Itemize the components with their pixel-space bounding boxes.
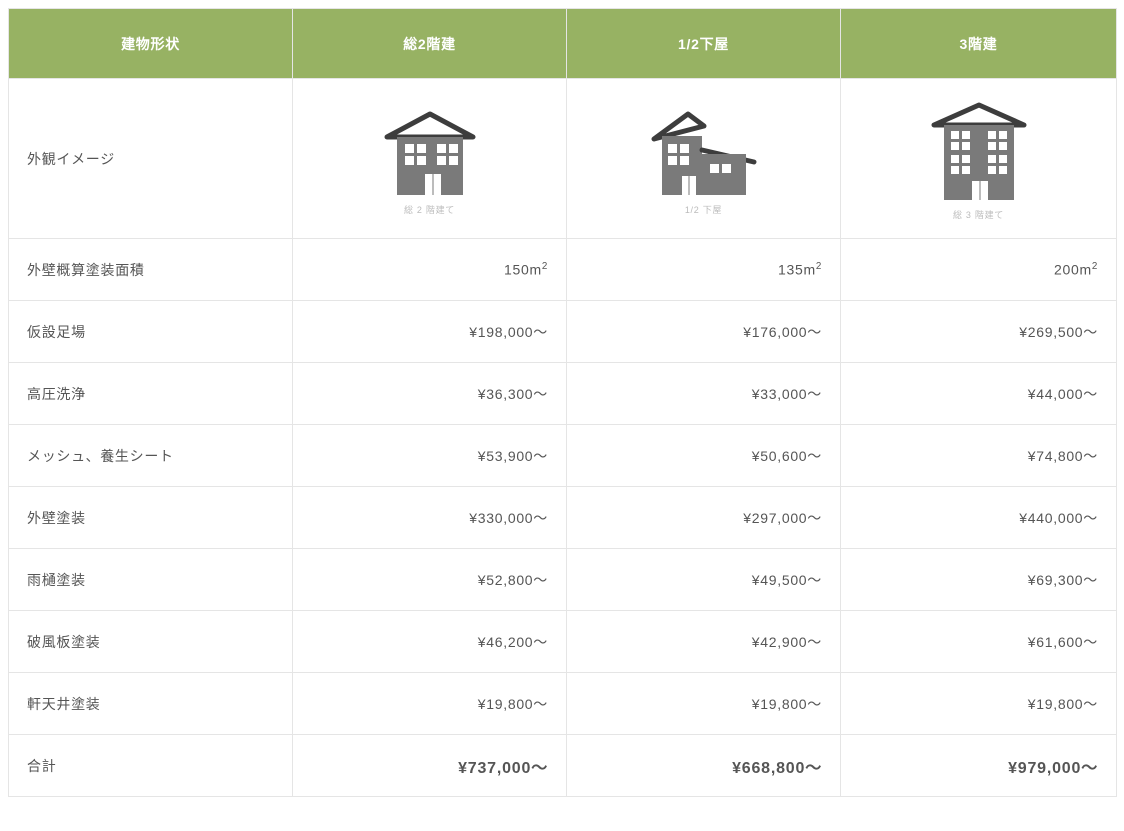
row-mesh: メッシュ、養生シート ¥53,900〜 ¥50,600〜 ¥74,800〜	[9, 425, 1117, 487]
cell-fascia-1: ¥46,200〜	[293, 611, 567, 673]
cell-wall-1: ¥330,000〜	[293, 487, 567, 549]
header-3story: 3階建	[841, 9, 1117, 79]
val-area-1: 150m	[504, 262, 542, 278]
cell-total-1: ¥737,000〜	[293, 735, 567, 797]
caption-half-lower: 1/2 下屋	[685, 203, 722, 216]
header-half-lower: 1/2下屋	[567, 9, 841, 79]
cell-mesh-2: ¥50,600〜	[567, 425, 841, 487]
cell-wash-1: ¥36,300〜	[293, 363, 567, 425]
sup2-icon: 2	[542, 261, 548, 272]
cell-area-1: 150m2	[293, 239, 567, 301]
cell-gutter-2: ¥49,500〜	[567, 549, 841, 611]
row-label-area: 外壁概算塗装面積	[9, 239, 293, 301]
cell-area-3: 200m2	[841, 239, 1117, 301]
row-label-mesh: メッシュ、養生シート	[9, 425, 293, 487]
sup2-icon: 2	[816, 261, 822, 272]
house-3story-icon	[924, 97, 1034, 202]
row-wall: 外壁塗装 ¥330,000〜 ¥297,000〜 ¥440,000〜	[9, 487, 1117, 549]
caption-2story: 総 2 階建て	[404, 203, 455, 216]
row-label-eaves: 軒天井塗装	[9, 673, 293, 735]
row-total: 合計 ¥737,000〜 ¥668,800〜 ¥979,000〜	[9, 735, 1117, 797]
cell-total-2: ¥668,800〜	[567, 735, 841, 797]
header-row: 建物形状 総2階建 1/2下屋 3階建	[9, 9, 1117, 79]
cell-image-3story: 総 3 階建て	[841, 79, 1117, 239]
row-wash: 高圧洗浄 ¥36,300〜 ¥33,000〜 ¥44,000〜	[9, 363, 1117, 425]
row-scaffold: 仮設足場 ¥198,000〜 ¥176,000〜 ¥269,500〜	[9, 301, 1117, 363]
cell-wall-3: ¥440,000〜	[841, 487, 1117, 549]
sup2-icon: 2	[1092, 261, 1098, 272]
cell-scaffold-1: ¥198,000〜	[293, 301, 567, 363]
row-label-fascia: 破風板塗装	[9, 611, 293, 673]
cell-eaves-1: ¥19,800〜	[293, 673, 567, 735]
cell-gutter-1: ¥52,800〜	[293, 549, 567, 611]
cell-gutter-3: ¥69,300〜	[841, 549, 1117, 611]
row-label-scaffold: 仮設足場	[9, 301, 293, 363]
caption-3story: 総 3 階建て	[953, 208, 1004, 221]
cell-wash-3: ¥44,000〜	[841, 363, 1117, 425]
header-building-shape: 建物形状	[9, 9, 293, 79]
cell-wall-2: ¥297,000〜	[567, 487, 841, 549]
image-row: 外観イメージ	[9, 79, 1117, 239]
row-area: 外壁概算塗装面積 150m2 135m2 200m2	[9, 239, 1117, 301]
cell-fascia-2: ¥42,900〜	[567, 611, 841, 673]
row-label-wall: 外壁塗装	[9, 487, 293, 549]
price-table: 建物形状 総2階建 1/2下屋 3階建 外観イメージ	[8, 8, 1117, 797]
cell-eaves-2: ¥19,800〜	[567, 673, 841, 735]
val-area-2: 135m	[778, 262, 816, 278]
cell-mesh-3: ¥74,800〜	[841, 425, 1117, 487]
row-label-total: 合計	[9, 735, 293, 797]
cell-eaves-3: ¥19,800〜	[841, 673, 1117, 735]
val-area-3: 200m	[1054, 262, 1092, 278]
row-label-image: 外観イメージ	[9, 79, 293, 239]
cell-area-2: 135m2	[567, 239, 841, 301]
cell-wash-2: ¥33,000〜	[567, 363, 841, 425]
row-fascia: 破風板塗装 ¥46,200〜 ¥42,900〜 ¥61,600〜	[9, 611, 1117, 673]
cell-image-half-lower: 1/2 下屋	[567, 79, 841, 239]
row-label-gutter: 雨樋塗装	[9, 549, 293, 611]
row-label-wash: 高圧洗浄	[9, 363, 293, 425]
cell-mesh-1: ¥53,900〜	[293, 425, 567, 487]
cell-image-2story: 総 2 階建て	[293, 79, 567, 239]
house-half-lower-icon	[644, 102, 764, 197]
house-2story-icon	[375, 102, 485, 197]
cell-total-3: ¥979,000〜	[841, 735, 1117, 797]
header-2story: 総2階建	[293, 9, 567, 79]
row-eaves: 軒天井塗装 ¥19,800〜 ¥19,800〜 ¥19,800〜	[9, 673, 1117, 735]
row-gutter: 雨樋塗装 ¥52,800〜 ¥49,500〜 ¥69,300〜	[9, 549, 1117, 611]
cell-scaffold-2: ¥176,000〜	[567, 301, 841, 363]
cell-scaffold-3: ¥269,500〜	[841, 301, 1117, 363]
cell-fascia-3: ¥61,600〜	[841, 611, 1117, 673]
